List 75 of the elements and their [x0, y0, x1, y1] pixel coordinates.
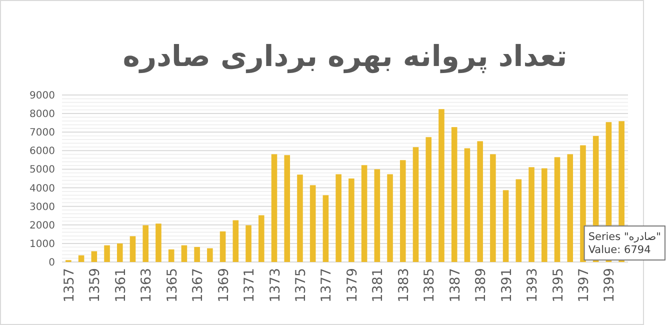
x-tick-label: 1359	[87, 268, 104, 302]
bar	[464, 148, 470, 262]
bar	[502, 190, 509, 262]
y-tick-label: 5000	[30, 164, 55, 176]
bar	[322, 195, 329, 262]
bar	[374, 169, 380, 262]
x-tick-label: 1373	[267, 268, 284, 302]
bar	[207, 248, 213, 262]
bar	[116, 243, 123, 262]
bar	[168, 249, 174, 262]
y-tick-label: 1000	[30, 238, 55, 250]
y-tick-label: 7000	[30, 128, 55, 139]
annotation: Series "صادره"	[588, 231, 661, 243]
bar	[516, 179, 522, 262]
bar	[284, 155, 290, 262]
x-tick-label: 1365	[164, 268, 180, 302]
bar	[541, 168, 548, 262]
bar	[400, 160, 406, 262]
x-tick-label: 1391	[498, 268, 515, 302]
bar	[361, 165, 368, 262]
x-tick-label: 1397	[576, 268, 592, 302]
bar	[220, 231, 226, 262]
bar	[194, 246, 200, 262]
bar	[130, 236, 136, 262]
bar	[580, 145, 586, 262]
y-tick-label: 9000	[30, 90, 55, 102]
bar	[232, 220, 239, 262]
bar	[412, 147, 419, 262]
bar	[528, 167, 534, 262]
x-tick-label: 1381	[370, 268, 386, 302]
annotation: Value: 6794	[588, 244, 652, 256]
x-tick-label: 1389	[473, 268, 490, 302]
bar	[297, 174, 303, 262]
bar	[156, 224, 162, 262]
y-tick-label: 8000	[30, 109, 55, 120]
bar	[181, 245, 188, 262]
x-tick-label: 1383	[396, 268, 412, 302]
x-tick-label: 1375	[292, 268, 309, 302]
x-tick-label: 1377	[318, 268, 335, 302]
x-tick-label: 1357	[61, 268, 78, 302]
bar	[387, 174, 393, 262]
x-tick-label: 1387	[447, 268, 464, 302]
x-tick-label: 1371	[242, 268, 258, 302]
y-tick-label: 6000	[30, 146, 55, 158]
x-tick-label: 1399	[602, 268, 618, 302]
bar	[477, 141, 483, 262]
y-tick-label: 2000	[30, 220, 55, 232]
y-tick-label: 0	[48, 258, 55, 268]
bar	[91, 251, 98, 262]
bar	[336, 174, 342, 262]
bar	[104, 245, 110, 262]
x-tick-label: 1361	[112, 268, 129, 302]
x-tick-label: 1393	[524, 268, 541, 302]
bar	[438, 109, 444, 262]
bar	[258, 215, 264, 262]
bar	[567, 154, 574, 262]
x-tick-label: 1395	[550, 268, 566, 302]
y-tick-label: 3000	[30, 202, 55, 213]
bar	[78, 255, 84, 262]
x-tick-label: 1385	[422, 268, 438, 302]
x-tick-label: 1367	[190, 268, 206, 302]
bar	[246, 225, 252, 262]
y-tick-label: 4000	[30, 183, 55, 194]
x-tick-label: 1363	[138, 268, 155, 302]
x-tick-label: 1379	[344, 268, 360, 302]
bar	[271, 154, 278, 262]
bar	[451, 127, 458, 262]
bar	[348, 178, 354, 262]
bar	[310, 185, 316, 262]
bar	[426, 137, 432, 262]
chart-title: تعداد پروانه بهره برداری صادره	[122, 39, 568, 74]
bar	[142, 225, 149, 262]
x-tick-label: 1369	[216, 268, 232, 302]
bar	[490, 154, 496, 262]
bar	[554, 157, 560, 262]
